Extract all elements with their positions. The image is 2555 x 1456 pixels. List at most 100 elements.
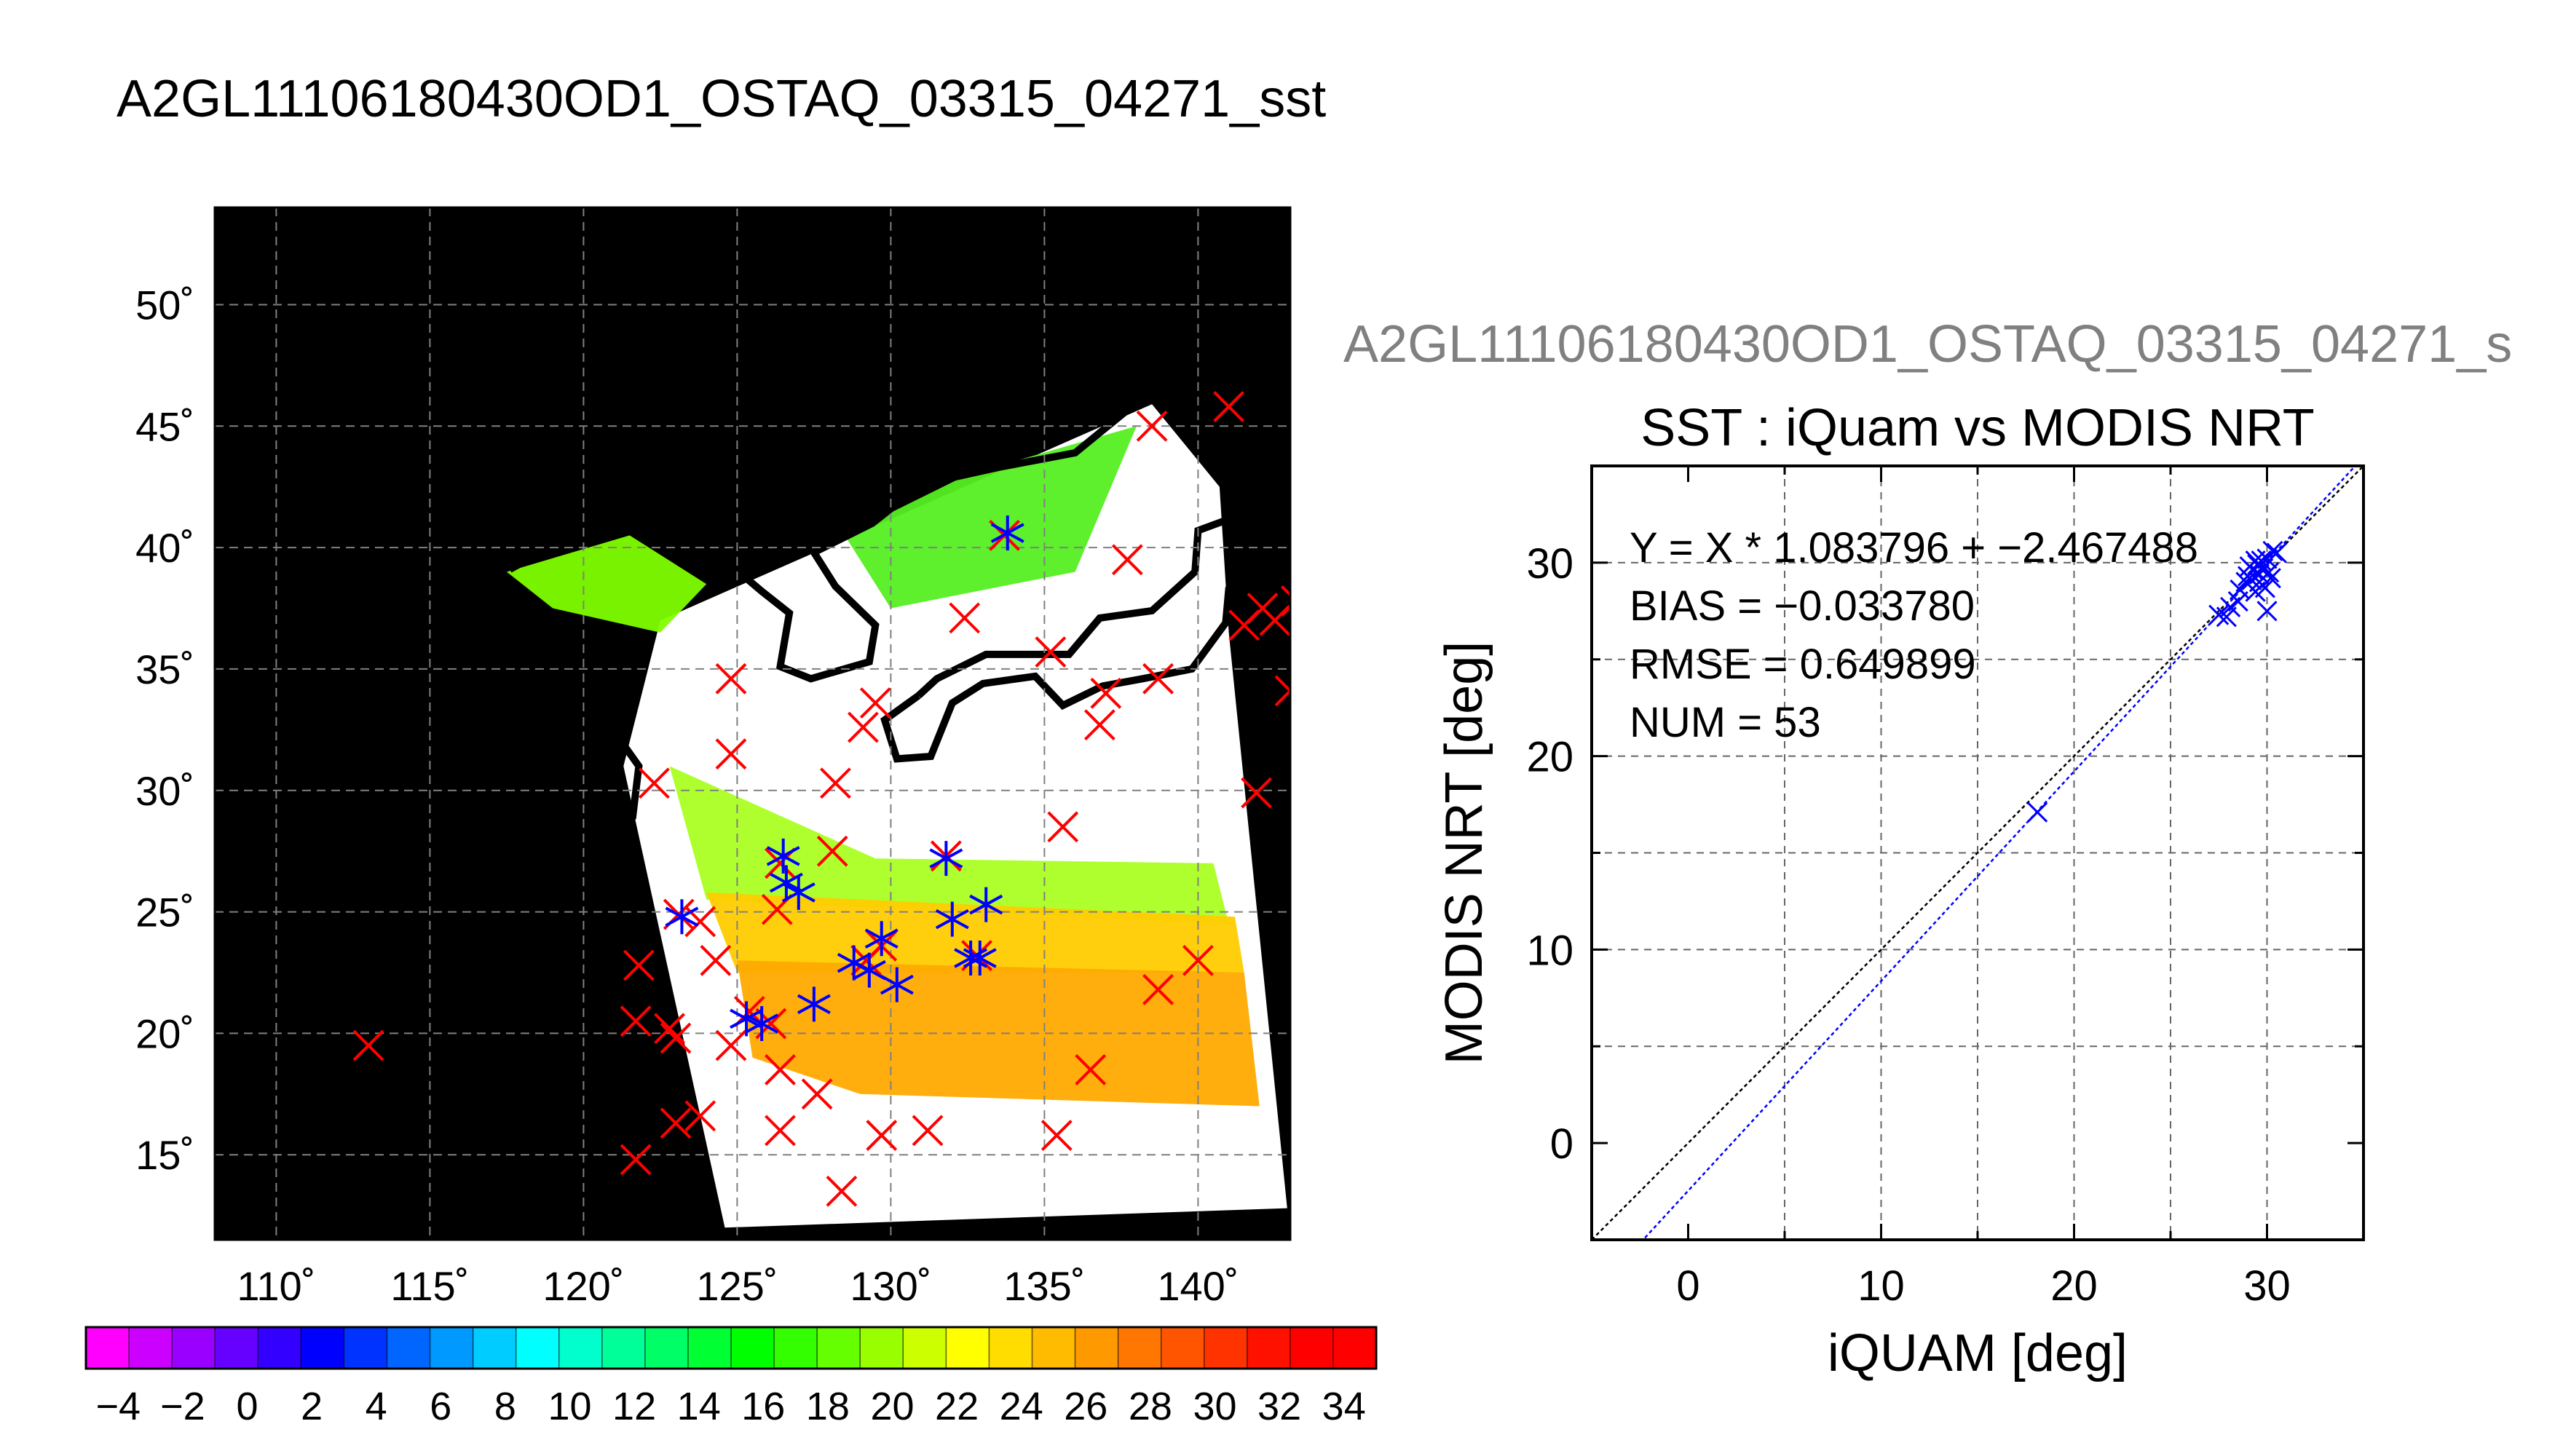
colorbar-tick-label: 6 — [430, 1385, 451, 1428]
iquam-marker-stroke — [1047, 811, 1079, 843]
map-lon-tick-label: 130˚ — [850, 1263, 931, 1309]
iquam-marker-stroke — [1281, 585, 1290, 597]
modis-marker-stroke — [797, 994, 831, 1015]
iquam-marker-stroke — [912, 1115, 944, 1147]
iquam-marker — [1047, 811, 1079, 843]
modis-marker — [963, 940, 997, 976]
iquam-marker — [859, 687, 891, 719]
scatter-point-stroke — [2266, 542, 2287, 563]
colorbar-segment — [601, 1327, 646, 1369]
colorbar-tick-label: −2 — [160, 1385, 205, 1428]
colorbar-tick-label: 24 — [1000, 1385, 1043, 1428]
scatter-frame — [1590, 464, 2365, 1241]
iquam-marker-stroke — [765, 1054, 796, 1085]
iquam-marker — [1075, 1054, 1107, 1085]
colorbar-segment — [817, 1327, 861, 1369]
iquam-marker — [715, 738, 747, 770]
iquam-marker — [1111, 544, 1143, 576]
iquam-marker-stroke — [826, 1175, 858, 1207]
iquam-marker-stroke — [715, 1029, 747, 1061]
scatter-x-tick-label: 10 — [1857, 1262, 1905, 1310]
colorbar-segment — [860, 1327, 904, 1369]
iquam-marker-stroke — [816, 835, 848, 867]
map-lon-tick-label: 140˚ — [1157, 1263, 1239, 1309]
iquam-marker-stroke — [1281, 605, 1290, 617]
colorbar-segment — [430, 1327, 474, 1369]
scatter-y-tick-label: 0 — [1550, 1120, 1573, 1168]
scatter-x-tick-label: 0 — [1676, 1262, 1699, 1310]
map-frame — [213, 206, 1292, 1241]
iquam-marker-stroke — [620, 1144, 652, 1176]
iquam-marker — [826, 1175, 858, 1207]
modis-marker-stroke — [665, 906, 699, 927]
modis-marker-stroke — [929, 848, 963, 869]
iquam-marker-stroke — [1274, 675, 1290, 693]
map-lat-tick-label: 35˚ — [135, 646, 194, 692]
iquam-marker-stroke — [1040, 1120, 1073, 1151]
sst-colorbar: −4 −2 0 2 4 6 8 10 12 14 16 18 20 22 24 26 28 30 32 34 — [84, 1326, 1378, 1428]
iquam-marker-stroke — [715, 738, 747, 770]
scatter-y-tick-label: 10 — [1526, 927, 1573, 974]
modis-marker-stroke — [969, 894, 1003, 915]
scatter-annotation: Y = X * 1.083796 + −2.467488 — [1630, 524, 2198, 571]
scatter-point-stroke — [2260, 568, 2281, 589]
iquam-marker-stroke — [654, 1013, 685, 1045]
colorbar-segment — [774, 1327, 818, 1369]
colorbar-segment — [344, 1327, 388, 1369]
scatter-point-stroke — [2208, 604, 2230, 625]
iquam-marker-stroke — [1136, 410, 1168, 442]
scatter-point — [2262, 540, 2283, 561]
colorbar-tick-label: 20 — [870, 1385, 914, 1428]
map-plot-area — [215, 207, 1290, 1240]
modis-marker-stroke — [963, 948, 997, 968]
scatter-y-tick-label: 20 — [1526, 734, 1573, 781]
iquam-marker-stroke — [866, 1120, 898, 1151]
modis-marker-stroke — [781, 882, 816, 903]
scatter-y-axis-label: MODIS NRT [deg] — [1435, 641, 1493, 1065]
modis-marker — [665, 899, 699, 935]
colorbar-segment — [258, 1327, 301, 1369]
scatter-point-stroke — [2251, 550, 2272, 571]
colorbar-segment — [989, 1327, 1033, 1369]
map-lon-tick-label: 110˚ — [237, 1263, 315, 1309]
iquam-marker — [949, 602, 981, 634]
modis-marker — [880, 967, 914, 1002]
modis-marker — [766, 838, 800, 874]
iquam-marker-stroke — [1182, 944, 1214, 976]
modis-marker — [745, 1006, 779, 1042]
iquam-marker — [765, 1054, 796, 1085]
iquam-marker-stroke — [1241, 777, 1272, 809]
modis-marker-stroke — [935, 909, 969, 930]
sst-region-yellow-sea-band — [506, 535, 707, 633]
colorbar-segment — [1204, 1327, 1248, 1369]
scatter-point-stroke — [2248, 571, 2270, 593]
iquam-marker-stroke — [1075, 1054, 1107, 1085]
iquam-marker — [654, 1013, 685, 1045]
iquam-marker-stroke — [765, 1115, 796, 1147]
map-lat-tick-label: 20˚ — [135, 1010, 194, 1056]
sst-region-tropical-band — [737, 960, 1260, 1107]
main-title: A2GL11106180430OD1_OSTAQ_03315_04271_sst — [117, 70, 1327, 128]
modis-marker-stroke — [730, 1008, 764, 1029]
scatter-x-tick-label: 20 — [2050, 1262, 2098, 1310]
modis-marker-stroke — [864, 928, 899, 949]
iquam-marker-stroke — [1142, 973, 1174, 1005]
colorbar-segment — [1290, 1327, 1334, 1369]
scatter-point — [2248, 571, 2270, 593]
colorbar-segment — [558, 1327, 603, 1369]
iquam-marker — [639, 767, 670, 799]
iquam-marker-stroke — [820, 767, 851, 799]
iquam-marker-stroke — [949, 602, 981, 634]
modis-marker-stroke — [745, 1013, 779, 1034]
iquam-marker — [1040, 1120, 1073, 1151]
colorbar-tick-label: 18 — [806, 1385, 850, 1428]
modis-marker — [929, 841, 963, 877]
map-lat-tick-label: 15˚ — [135, 1132, 194, 1178]
iquam-marker — [623, 949, 655, 981]
iquam-marker-stroke — [1083, 709, 1115, 741]
scatter-x-axis-label: iQUAM [deg] — [1828, 1324, 2128, 1382]
map-lon-tick-label: 135˚ — [1003, 1263, 1085, 1309]
colorbar-segment — [473, 1327, 517, 1369]
modis-marker — [852, 952, 886, 988]
colorbar-tick-label: 0 — [236, 1385, 258, 1428]
